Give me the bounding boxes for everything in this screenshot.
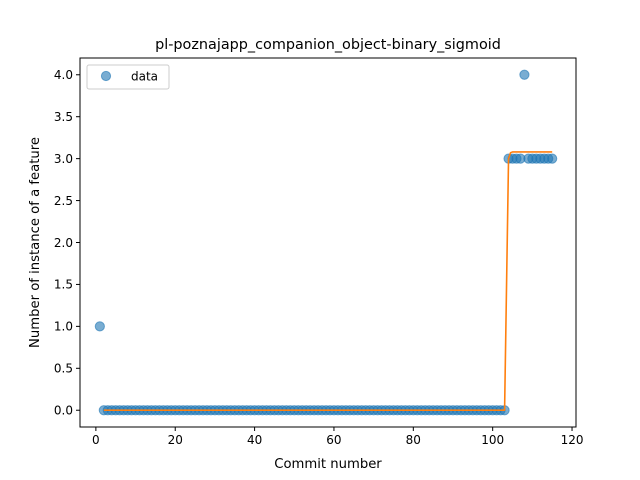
axes-frame [79, 57, 577, 428]
legend-marker-data [100, 70, 112, 82]
y-tick-label: 1.0 [54, 320, 73, 334]
y-tick-label: 4.0 [54, 68, 73, 82]
y-tick-label: 3.5 [54, 110, 73, 124]
x-tick-label: 60 [326, 433, 341, 447]
x-tick-label: 100 [481, 433, 504, 447]
y-tick-label: 1.5 [54, 278, 73, 292]
legend: data [86, 64, 170, 90]
y-tick-label: 0.5 [54, 362, 73, 376]
legend-label-data: data [131, 70, 158, 84]
chart-title: pl-poznajapp_companion_object-binary_sig… [155, 37, 501, 53]
data-point [94, 321, 105, 332]
x-axis: 0 20 40 60 80 100 120 [92, 427, 583, 447]
data-point [547, 153, 558, 164]
y-tick-label: 2.5 [54, 194, 73, 208]
fit-line [103, 151, 553, 412]
y-tick-label: 2.0 [54, 236, 73, 250]
data-point [519, 69, 530, 80]
x-tick-label: 0 [92, 433, 100, 447]
y-tick-label: 0.0 [54, 404, 73, 418]
x-tick-label: 120 [561, 433, 584, 447]
x-tick-label: 40 [247, 433, 262, 447]
x-tick-label: 20 [168, 433, 183, 447]
y-axis: 0.0 0.5 1.0 1.5 2.0 2.5 3.0 3.5 4.0 [54, 68, 80, 418]
legend-frame [86, 64, 170, 90]
plot-area [94, 69, 558, 416]
y-tick-label: 3.0 [54, 152, 73, 166]
x-tick-label: 80 [406, 433, 421, 447]
y-axis-label: Number of instance of a feature [28, 137, 43, 348]
x-axis-label: Commit number [274, 457, 382, 472]
